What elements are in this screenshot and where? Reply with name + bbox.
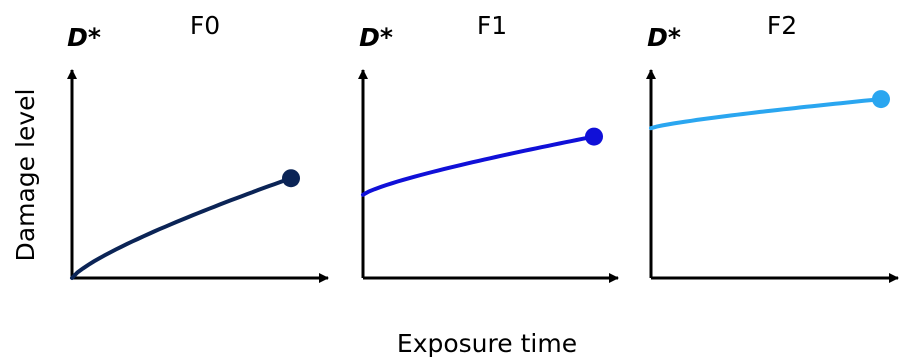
panel-f2-y-symbol: D*	[647, 23, 681, 52]
panel-f1: F1 D*	[358, 11, 619, 283]
panel-f2-damage-curve	[649, 97, 883, 131]
panel-f2-title: F2	[767, 11, 797, 40]
panel-f1-y-symbol: D*	[359, 23, 393, 52]
panel-f1-title: F1	[477, 11, 507, 40]
panel-f0-y-symbol: D*	[67, 23, 101, 52]
panel-f0-end-marker	[282, 169, 300, 188]
panel-f1-damage-curve	[361, 134, 596, 197]
panel-f2: F2 D*	[646, 11, 899, 283]
panel-f0: F0 D*	[67, 11, 329, 283]
panel-f1-end-marker	[585, 127, 603, 146]
panel-f2-end-marker	[872, 90, 890, 109]
panel-f0-title: F0	[190, 11, 220, 40]
x-axis-label: Exposure time	[397, 329, 577, 358]
panel-f0-damage-curve	[70, 176, 293, 280]
y-axis-label: Damage level	[11, 89, 40, 262]
